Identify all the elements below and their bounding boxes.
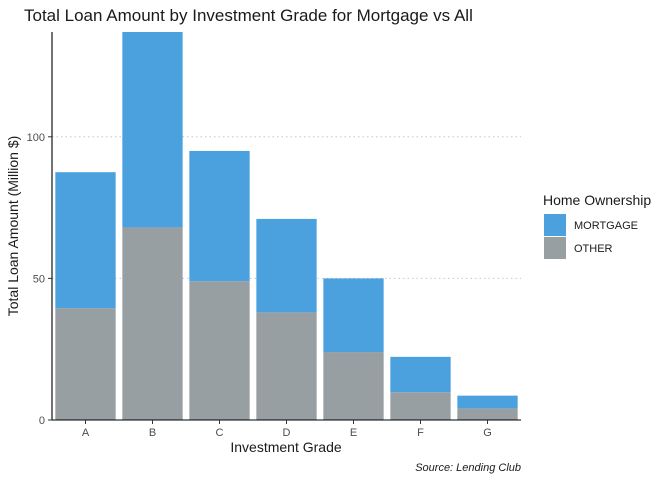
legend-items: MORTGAGE OTHER [544,214,638,259]
bar-C-other [189,281,250,420]
y-ticks: 0 50 100 [27,132,52,427]
bar-C-mortgage [189,150,250,282]
bar-G-mortgage [457,395,518,409]
legend-swatch-other [544,237,566,259]
bar-G-other [457,408,518,420]
source-caption: Source: Lending Club [415,462,521,474]
bar-B-other [122,227,183,420]
bar-B-mortgage [122,32,183,228]
bar-D-other [256,312,317,420]
legend-swatch-mortgage [544,214,566,236]
y-tick-label-50: 50 [33,273,45,285]
x-tick-label-B: B [149,427,156,439]
bar-F-other [390,392,451,420]
bar-D-mortgage [256,218,317,313]
legend-label-other: OTHER [574,243,613,255]
x-tick-label-D: D [283,427,291,439]
bar-A-mortgage [55,172,116,309]
x-tick-label-F: F [417,427,424,439]
x-tick-label-C: C [216,427,224,439]
y-axis-title: Total Loan Amount (Million $) [5,136,21,317]
legend-label-mortgage: MORTGAGE [574,220,638,232]
y-tick-label-100: 100 [27,132,45,144]
y-tick-label-0: 0 [39,415,45,427]
bar-E-other [323,352,384,420]
legend: Home Ownership MORTGAGE OTHER [543,192,651,259]
bar-F-mortgage [390,356,451,393]
legend-title: Home Ownership [543,192,651,208]
bar-A-other [55,308,116,420]
bar-E-mortgage [323,278,384,353]
chart-title: Total Loan Amount by Investment Grade fo… [24,6,473,25]
bars [55,32,518,420]
x-tick-label-A: A [82,427,90,439]
x-axis-title: Investment Grade [230,439,341,455]
x-tick-label-E: E [350,427,357,439]
x-tick-label-G: G [483,427,492,439]
x-ticks: A B C D E F G [82,420,492,439]
